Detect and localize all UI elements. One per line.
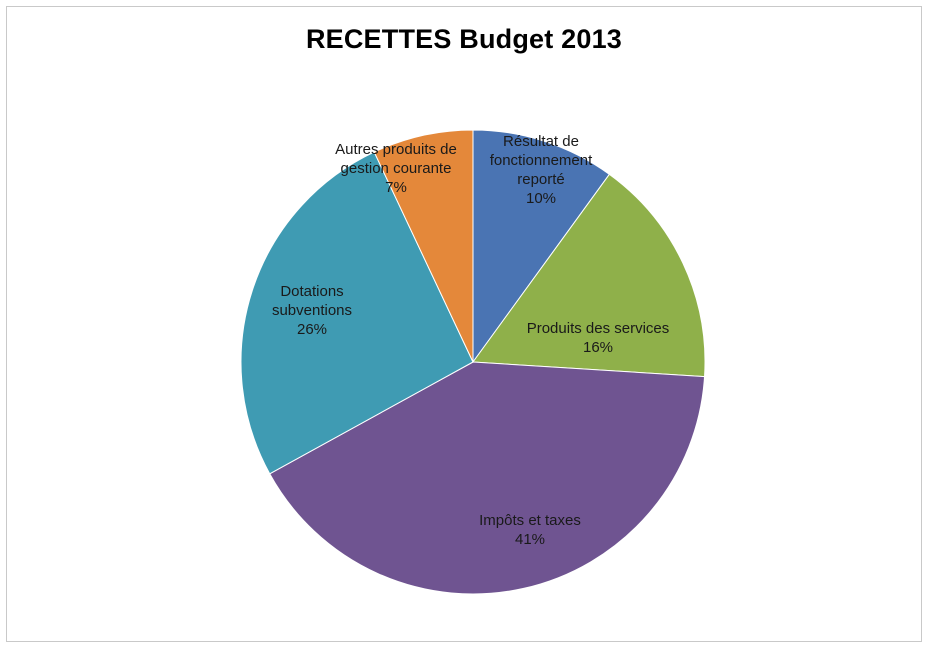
slice-name: gestion courante	[341, 160, 452, 177]
slice-name: reporté	[517, 171, 565, 188]
slice-label: Autres produits de gestion courante 7%	[335, 141, 457, 196]
slice-label: Résultat de fonctionnement reporté 10%	[490, 133, 593, 207]
slice-percentage: 26%	[297, 321, 327, 338]
pie-slice	[472, 173, 706, 378]
slice-name: fonctionnement	[490, 152, 593, 169]
slice-label: Produits des services 16%	[527, 320, 670, 356]
slice-percentage: 10%	[526, 190, 556, 207]
pie-slice	[269, 361, 706, 595]
chart-title: RECETTES Budget 2013	[305, 24, 623, 54]
slice-name: Dotations	[280, 283, 343, 300]
slice-label: Impôts et taxes 41%	[479, 512, 581, 548]
slice-name: Impôts et taxes	[479, 512, 581, 529]
slice-name: Autres produits de	[335, 141, 457, 158]
pie-slice	[240, 151, 474, 475]
slice-percentage: 7%	[385, 179, 407, 196]
slice-name: subventions	[272, 302, 352, 319]
pie-slice	[472, 129, 611, 364]
slice-percentage: 16%	[583, 339, 613, 356]
slice-name: Résultat de	[503, 133, 579, 150]
slice-label: Dotations subventions 26%	[272, 283, 352, 338]
slice-percentage: 41%	[515, 531, 545, 548]
pie-slice	[373, 129, 474, 363]
slice-name: Produits des services	[527, 320, 670, 337]
